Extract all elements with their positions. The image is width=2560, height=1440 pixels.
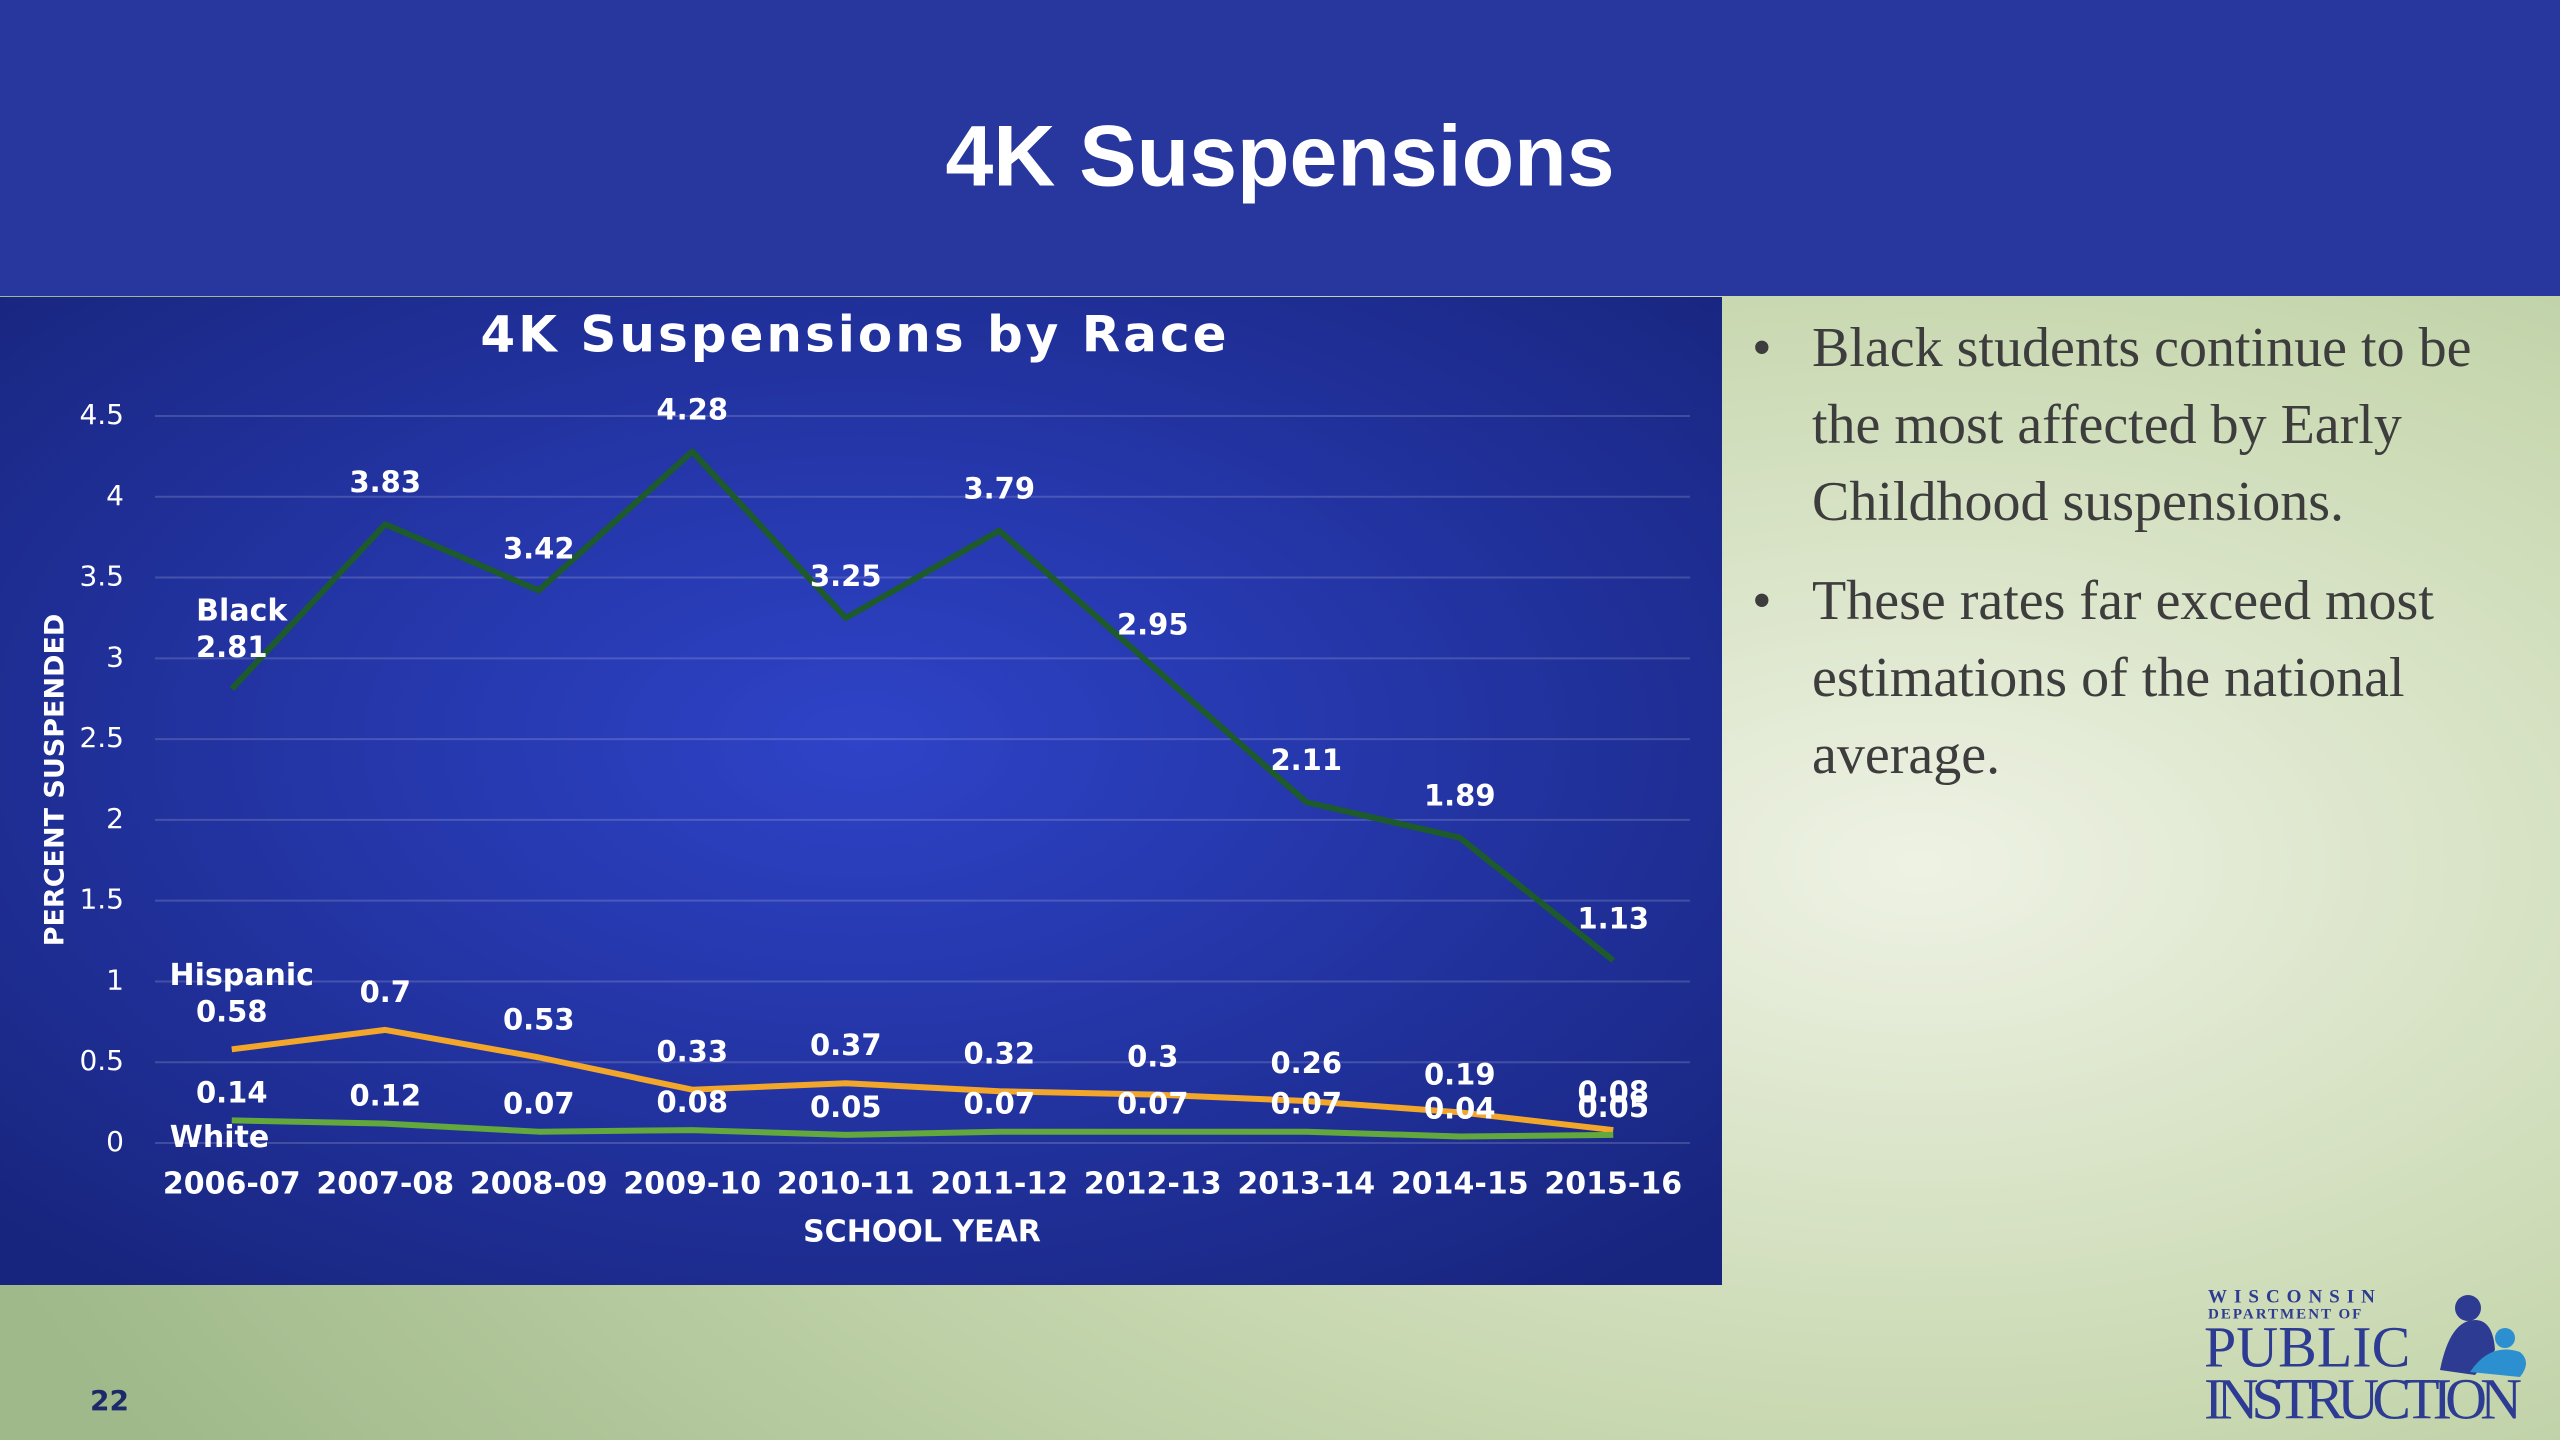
- y-tick-label: 3: [106, 640, 124, 673]
- y-tick-label: 0: [106, 1125, 124, 1158]
- data-label: 0.37: [810, 1028, 882, 1062]
- series-line: [229, 448, 1616, 963]
- series-label: Black: [196, 594, 288, 629]
- series-label: Hispanic: [170, 958, 314, 993]
- x-tick-label: 2015-16: [1544, 1167, 1682, 1202]
- logo-line: PUBLIC: [2204, 1314, 2410, 1379]
- y-tick-label: 1.5: [79, 883, 124, 916]
- data-label: 0.19: [1424, 1057, 1496, 1091]
- data-label: 0.04: [1424, 1092, 1496, 1126]
- data-label: 0.05: [810, 1090, 882, 1124]
- y-axis-title: PERCENT SUSPENDED: [40, 614, 71, 947]
- logo-icon: [2470, 1349, 2526, 1377]
- series-label: White: [170, 1120, 269, 1155]
- data-label: 0.08: [1577, 1075, 1649, 1109]
- data-label: 0.58: [196, 994, 268, 1028]
- series-line: [231, 1026, 1614, 1134]
- data-label: 1.13: [1577, 901, 1649, 935]
- data-label: 0.05: [1577, 1090, 1649, 1124]
- logo-icon: [2495, 1328, 2515, 1348]
- data-label: 0.07: [1270, 1087, 1342, 1121]
- x-tick-label: 2008-09: [470, 1167, 608, 1202]
- x-tick-label: 2007-08: [316, 1167, 454, 1202]
- logo-line: INSTRUCTION: [2204, 1366, 2522, 1431]
- data-label: 0.33: [656, 1035, 728, 1069]
- y-tick-label: 4.5: [79, 398, 124, 431]
- data-label: 2.11: [1270, 743, 1342, 777]
- y-tick-label: 1: [106, 963, 124, 996]
- y-tick-label: 3.5: [79, 560, 124, 593]
- header-band: [0, 0, 2560, 296]
- series-line: [231, 1117, 1614, 1140]
- data-label: 0.7: [360, 975, 411, 1009]
- slide-title: 4K Suspensions: [945, 109, 1614, 205]
- logo-line: DEPARTMENT OF: [2208, 1306, 2363, 1322]
- x-tick-label: 2014-15: [1391, 1167, 1529, 1202]
- data-label: 0.3: [1127, 1040, 1178, 1074]
- logo: WISCONSIN DEPARTMENT OF PUBLIC INSTRUCTI…: [2204, 1286, 2526, 1431]
- x-axis-title: SCHOOL YEAR: [803, 1215, 1041, 1250]
- y-tick-label: 0.5: [79, 1044, 124, 1077]
- chart: 4K Suspensions by Race PERCENT SUSPENDED S…: [40, 306, 1690, 1250]
- bullet: These rates far exceed most estimations …: [1752, 563, 2522, 794]
- data-label: 3.42: [503, 531, 575, 565]
- x-tick-label: 2011-12: [930, 1167, 1068, 1202]
- data-label: 4.28: [656, 393, 728, 427]
- data-label: 3.83: [349, 465, 421, 499]
- data-label: 3.25: [810, 559, 882, 593]
- data-label: 0.53: [503, 1002, 575, 1036]
- data-label: 0.07: [503, 1087, 575, 1121]
- data-label: 0.07: [963, 1087, 1035, 1121]
- logo-line: WISCONSIN: [2208, 1286, 2382, 1307]
- data-label: 0.32: [963, 1036, 1035, 1070]
- y-tick-label: 2.5: [79, 721, 124, 754]
- data-label: 2.95: [1117, 607, 1189, 641]
- data-label: 3.79: [963, 472, 1035, 506]
- bullet-list: Black students continue to be the most a…: [1752, 310, 2522, 816]
- page-number: 22: [90, 1384, 129, 1417]
- data-label: 0.07: [1117, 1087, 1189, 1121]
- logo-icon: [2455, 1295, 2481, 1321]
- data-label: 1.89: [1424, 779, 1496, 813]
- data-label: 0.12: [349, 1079, 421, 1113]
- data-label: 2.81: [196, 630, 268, 664]
- x-tick-label: 2009-10: [623, 1167, 761, 1202]
- data-label: 0.14: [196, 1075, 268, 1109]
- y-tick-label: 2: [106, 802, 124, 835]
- chart-title: 4K Suspensions by Race: [480, 306, 1229, 364]
- y-tick-label: 4: [106, 479, 124, 512]
- x-tick-label: 2006-07: [163, 1167, 301, 1202]
- x-tick-label: 2012-13: [1084, 1167, 1222, 1202]
- data-label: 0.08: [656, 1085, 728, 1119]
- bullet: Black students continue to be the most a…: [1752, 310, 2522, 541]
- x-tick-label: 2013-14: [1237, 1167, 1375, 1202]
- data-label: 0.26: [1270, 1046, 1342, 1080]
- x-tick-label: 2010-11: [777, 1167, 915, 1202]
